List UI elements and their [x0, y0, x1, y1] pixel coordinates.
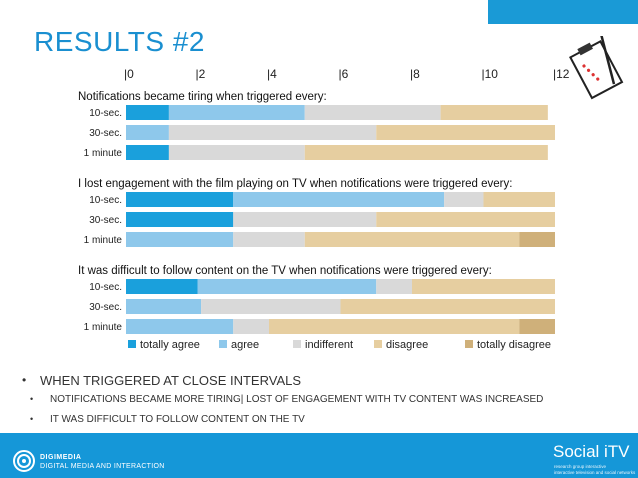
bar-segment — [126, 212, 234, 227]
x-tick-label: |6 — [339, 67, 349, 81]
bullet-text: IT WAS DIFFICULT TO FOLLOW CONTENT ON TH… — [50, 413, 305, 425]
bar-segment — [233, 232, 305, 247]
bar-segment — [126, 299, 202, 314]
category-label: 1 minute — [84, 235, 123, 246]
legend-swatch — [465, 340, 473, 348]
bullet-text: NOTIFICATIONS BECAME MORE TIRING| LOST O… — [50, 393, 544, 405]
bar-segment — [126, 319, 234, 334]
bar-segment — [519, 232, 555, 247]
bullet-glyph: • — [30, 394, 34, 404]
bullet-text: WHEN TRIGGERED AT CLOSE INTERVALS — [40, 372, 302, 388]
bar-segment — [126, 232, 234, 247]
bar-segment — [168, 145, 305, 160]
group-title: I lost engagement with the film playing … — [78, 178, 512, 190]
bar-segment — [233, 319, 269, 334]
category-label: 10-sec. — [89, 282, 122, 293]
bar-segment — [197, 279, 377, 294]
legend-swatch — [374, 340, 382, 348]
bar-segment — [440, 105, 548, 120]
x-tick-label: |0 — [124, 67, 134, 81]
bar-segment — [376, 212, 555, 227]
bar-segment — [269, 319, 520, 334]
legend-swatch — [293, 340, 301, 348]
bar-segment — [126, 105, 169, 120]
bullet-glyph: • — [30, 414, 34, 424]
bar-segment — [376, 125, 555, 140]
category-label: 30-sec. — [89, 128, 122, 139]
x-tick-label: |2 — [196, 67, 206, 81]
category-label: 10-sec. — [89, 195, 122, 206]
bullet-item: • NOTIFICATIONS BECAME MORE TIRING| LOST … — [30, 389, 622, 409]
legend-swatch — [128, 340, 136, 348]
digimedia-logo-icon — [13, 450, 35, 472]
group-title: It was difficult to follow content on th… — [78, 265, 492, 277]
footer-tagline-2: interactive television and social networ… — [554, 470, 636, 475]
header-accent-bar — [488, 0, 638, 24]
x-tick-label: |4 — [267, 67, 277, 81]
slide-title: RESULTS #2 — [34, 26, 205, 57]
bar-segment — [376, 279, 412, 294]
footer-tagline-1: research group interactive — [554, 464, 607, 469]
x-tick-label: |8 — [410, 67, 420, 81]
clipboard-checklist-icon — [569, 36, 624, 100]
legend-label: totally agree — [140, 339, 200, 351]
bar-segment — [304, 232, 520, 247]
x-tick-label: |12 — [553, 67, 570, 81]
category-label: 1 minute — [84, 148, 123, 159]
bar-segment — [126, 125, 169, 140]
bar-segment — [168, 125, 377, 140]
legend-label: disagree — [386, 339, 428, 351]
footer-org-name: DIGIMEDIA — [40, 454, 82, 461]
bar-segment — [444, 192, 484, 207]
bullet-glyph: • — [22, 373, 27, 387]
footer-brand-name: Social iTV — [553, 442, 630, 461]
footer-bar: DIGIMEDIA DIGITAL MEDIA AND INTERACTION … — [0, 433, 638, 478]
bar-segment — [483, 192, 555, 207]
bullet-item: • WHEN TRIGGERED AT CLOSE INTERVALS — [22, 371, 622, 389]
legend-swatch — [219, 340, 227, 348]
bar-segment — [412, 279, 555, 294]
group-title: Notifications became tiring when trigger… — [78, 91, 327, 103]
bar-segment — [201, 299, 341, 314]
bar-segment — [519, 319, 555, 334]
bar-segment — [304, 105, 441, 120]
legend-label: totally disagree — [477, 339, 551, 351]
bar-segment — [340, 299, 555, 314]
category-label: 10-sec. — [89, 108, 122, 119]
category-label: 30-sec. — [89, 302, 122, 313]
bar-segment — [168, 105, 305, 120]
category-label: 1 minute — [84, 322, 123, 333]
stacked-bar-chart: |0 |2 |4 |6 |8 |10 |12 Notifications became tir… — [78, 67, 570, 351]
bar-segment — [126, 145, 169, 160]
footer-org-subtitle: DIGITAL MEDIA AND INTERACTION — [40, 463, 165, 470]
bar-segment — [126, 192, 234, 207]
category-label: 30-sec. — [89, 215, 122, 226]
bar-segment — [233, 192, 445, 207]
bullet-item: • IT WAS DIFFICULT TO FOLLOW CONTENT ON T… — [30, 409, 622, 429]
x-tick-label: |10 — [482, 67, 499, 81]
legend-label: indifferent — [305, 339, 353, 351]
bar-segment — [126, 279, 198, 294]
bar-segment — [233, 212, 377, 227]
bullet-list: • WHEN TRIGGERED AT CLOSE INTERVALS • NOTIF… — [22, 371, 622, 429]
bar-segment — [304, 145, 548, 160]
legend-label: agree — [231, 339, 259, 351]
